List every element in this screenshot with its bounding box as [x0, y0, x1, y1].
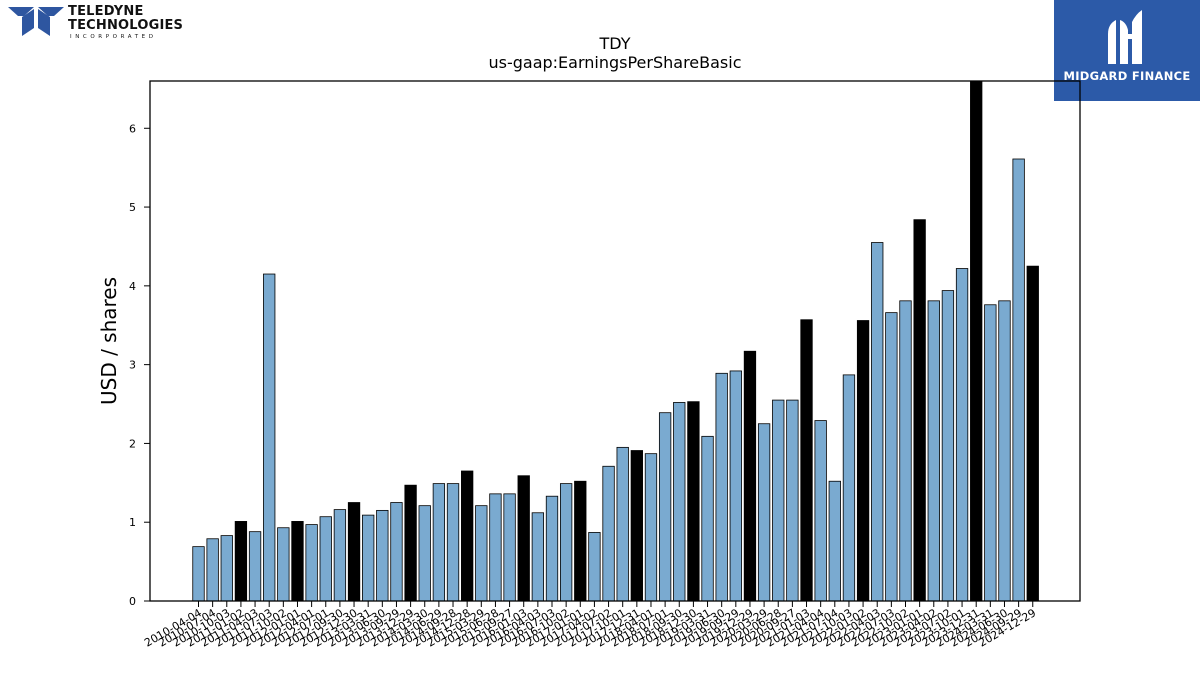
bar-2019-09-29 — [729, 370, 742, 602]
bar-2010-10-03 — [220, 535, 233, 602]
badge-text: MIDGARD FINANCE — [1063, 69, 1191, 83]
bar-2013-09-29 — [390, 502, 403, 602]
midgard-m-logo-icon — [1108, 10, 1142, 64]
bar-2011-07-03 — [263, 273, 276, 602]
bar-2020-09-27 — [786, 399, 799, 602]
x-axis-ticks: 2010-04-042010-07-042010-10-032011-01-02… — [142, 601, 1038, 650]
bar-2021-01-03 — [800, 319, 813, 602]
bar-2022-07-03 — [885, 312, 898, 602]
y-tick-label: 6 — [129, 122, 136, 135]
bar-2024-09-29 — [1012, 158, 1025, 602]
bar-2018-04-01 — [644, 453, 658, 602]
bar-series — [192, 80, 1039, 602]
bar-2023-01-01 — [913, 219, 926, 602]
bar-2017-10-01 — [616, 446, 629, 602]
bar-2019-12-29 — [743, 350, 757, 602]
logo-line-1: TELEDYNE — [68, 4, 144, 19]
y-tick-label: 1 — [129, 516, 136, 529]
bar-2011-01-02 — [234, 521, 248, 602]
bar-2018-12-30 — [687, 401, 700, 602]
bar-2021-04-04 — [814, 420, 827, 602]
chart-title: TDY — [599, 34, 631, 53]
bar-2018-07-01 — [658, 412, 672, 602]
y-axis-label: USD / shares — [97, 277, 121, 405]
bar-2021-10-03 — [842, 374, 856, 602]
bar-2012-01-01 — [291, 521, 304, 602]
bar-2022-04-03 — [871, 242, 884, 602]
teledyne-logo: TELEDYNE TECHNOLOGIES INCORPORATED — [0, 0, 184, 48]
y-tick-label: 2 — [129, 437, 136, 450]
bar-2019-06-30 — [715, 372, 728, 602]
bar-2020-03-29 — [757, 423, 771, 602]
bar-2016-01-03 — [517, 475, 530, 602]
bar-2015-06-28 — [489, 493, 502, 602]
chart-subtitle: us-gaap:EarningsPerShareBasic — [488, 53, 741, 72]
bar-2024-12-29 — [1026, 265, 1039, 602]
bar-2014-09-28 — [446, 483, 460, 602]
y-tick-label: 4 — [129, 280, 136, 293]
bar-2018-09-30 — [673, 402, 686, 602]
bar-2017-07-02 — [602, 465, 615, 602]
bar-2023-12-31 — [970, 80, 983, 602]
y-tick-label: 3 — [129, 359, 136, 372]
bar-2024-06-30 — [998, 300, 1011, 602]
midgard-finance-badge: MIDGARD FINANCE — [1054, 0, 1200, 101]
bar-2014-06-29 — [432, 483, 446, 602]
bar-2016-07-03 — [545, 495, 559, 602]
plot-frame — [149, 80, 1081, 602]
y-tick-label: 5 — [129, 201, 136, 214]
bar-2012-09-30 — [333, 509, 347, 602]
bar-2011-04-03 — [248, 531, 262, 602]
y-axis-ticks: 0 1 2 3 4 5 6 — [129, 122, 150, 608]
bar-2023-10-01 — [955, 268, 969, 602]
bar-2016-10-02 — [559, 483, 573, 602]
bar-2013-12-29 — [404, 484, 417, 602]
bar-2023-04-02 — [927, 300, 940, 602]
y-tick-label: 0 — [129, 595, 136, 608]
bar-2023-07-02 — [941, 290, 955, 602]
bar-2016-04-03 — [531, 512, 545, 602]
bar-2024-03-31 — [984, 304, 997, 602]
bar-2017-12-31 — [630, 450, 643, 602]
bar-2014-03-30 — [418, 505, 431, 602]
teledyne-chevron-logo-icon — [8, 7, 64, 36]
bar-2022-10-02 — [899, 300, 912, 602]
bar-2020-06-28 — [772, 399, 785, 602]
bar-2021-07-04 — [828, 480, 841, 602]
bar-2019-03-31 — [701, 435, 714, 602]
bar-2012-04-01 — [305, 524, 318, 602]
bar-2013-06-30 — [376, 509, 389, 602]
logo-line-2: TECHNOLOGIES — [68, 18, 184, 33]
bar-2010-04-04 — [192, 546, 205, 602]
bar-2015-03-29 — [475, 505, 488, 602]
bar-2017-01-01 — [574, 480, 587, 602]
bar-2013-03-31 — [362, 514, 375, 602]
bar-2012-12-30 — [347, 502, 361, 602]
bar-2015-09-27 — [503, 493, 516, 602]
logo-line-3: INCORPORATED — [70, 34, 157, 40]
bar-2010-07-04 — [206, 538, 219, 602]
bar-2014-12-28 — [461, 470, 474, 602]
bar-2017-04-02 — [588, 532, 601, 602]
bar-2011-10-02 — [277, 527, 290, 602]
bar-2012-07-01 — [319, 516, 332, 602]
bar-2022-01-02 — [856, 320, 870, 602]
